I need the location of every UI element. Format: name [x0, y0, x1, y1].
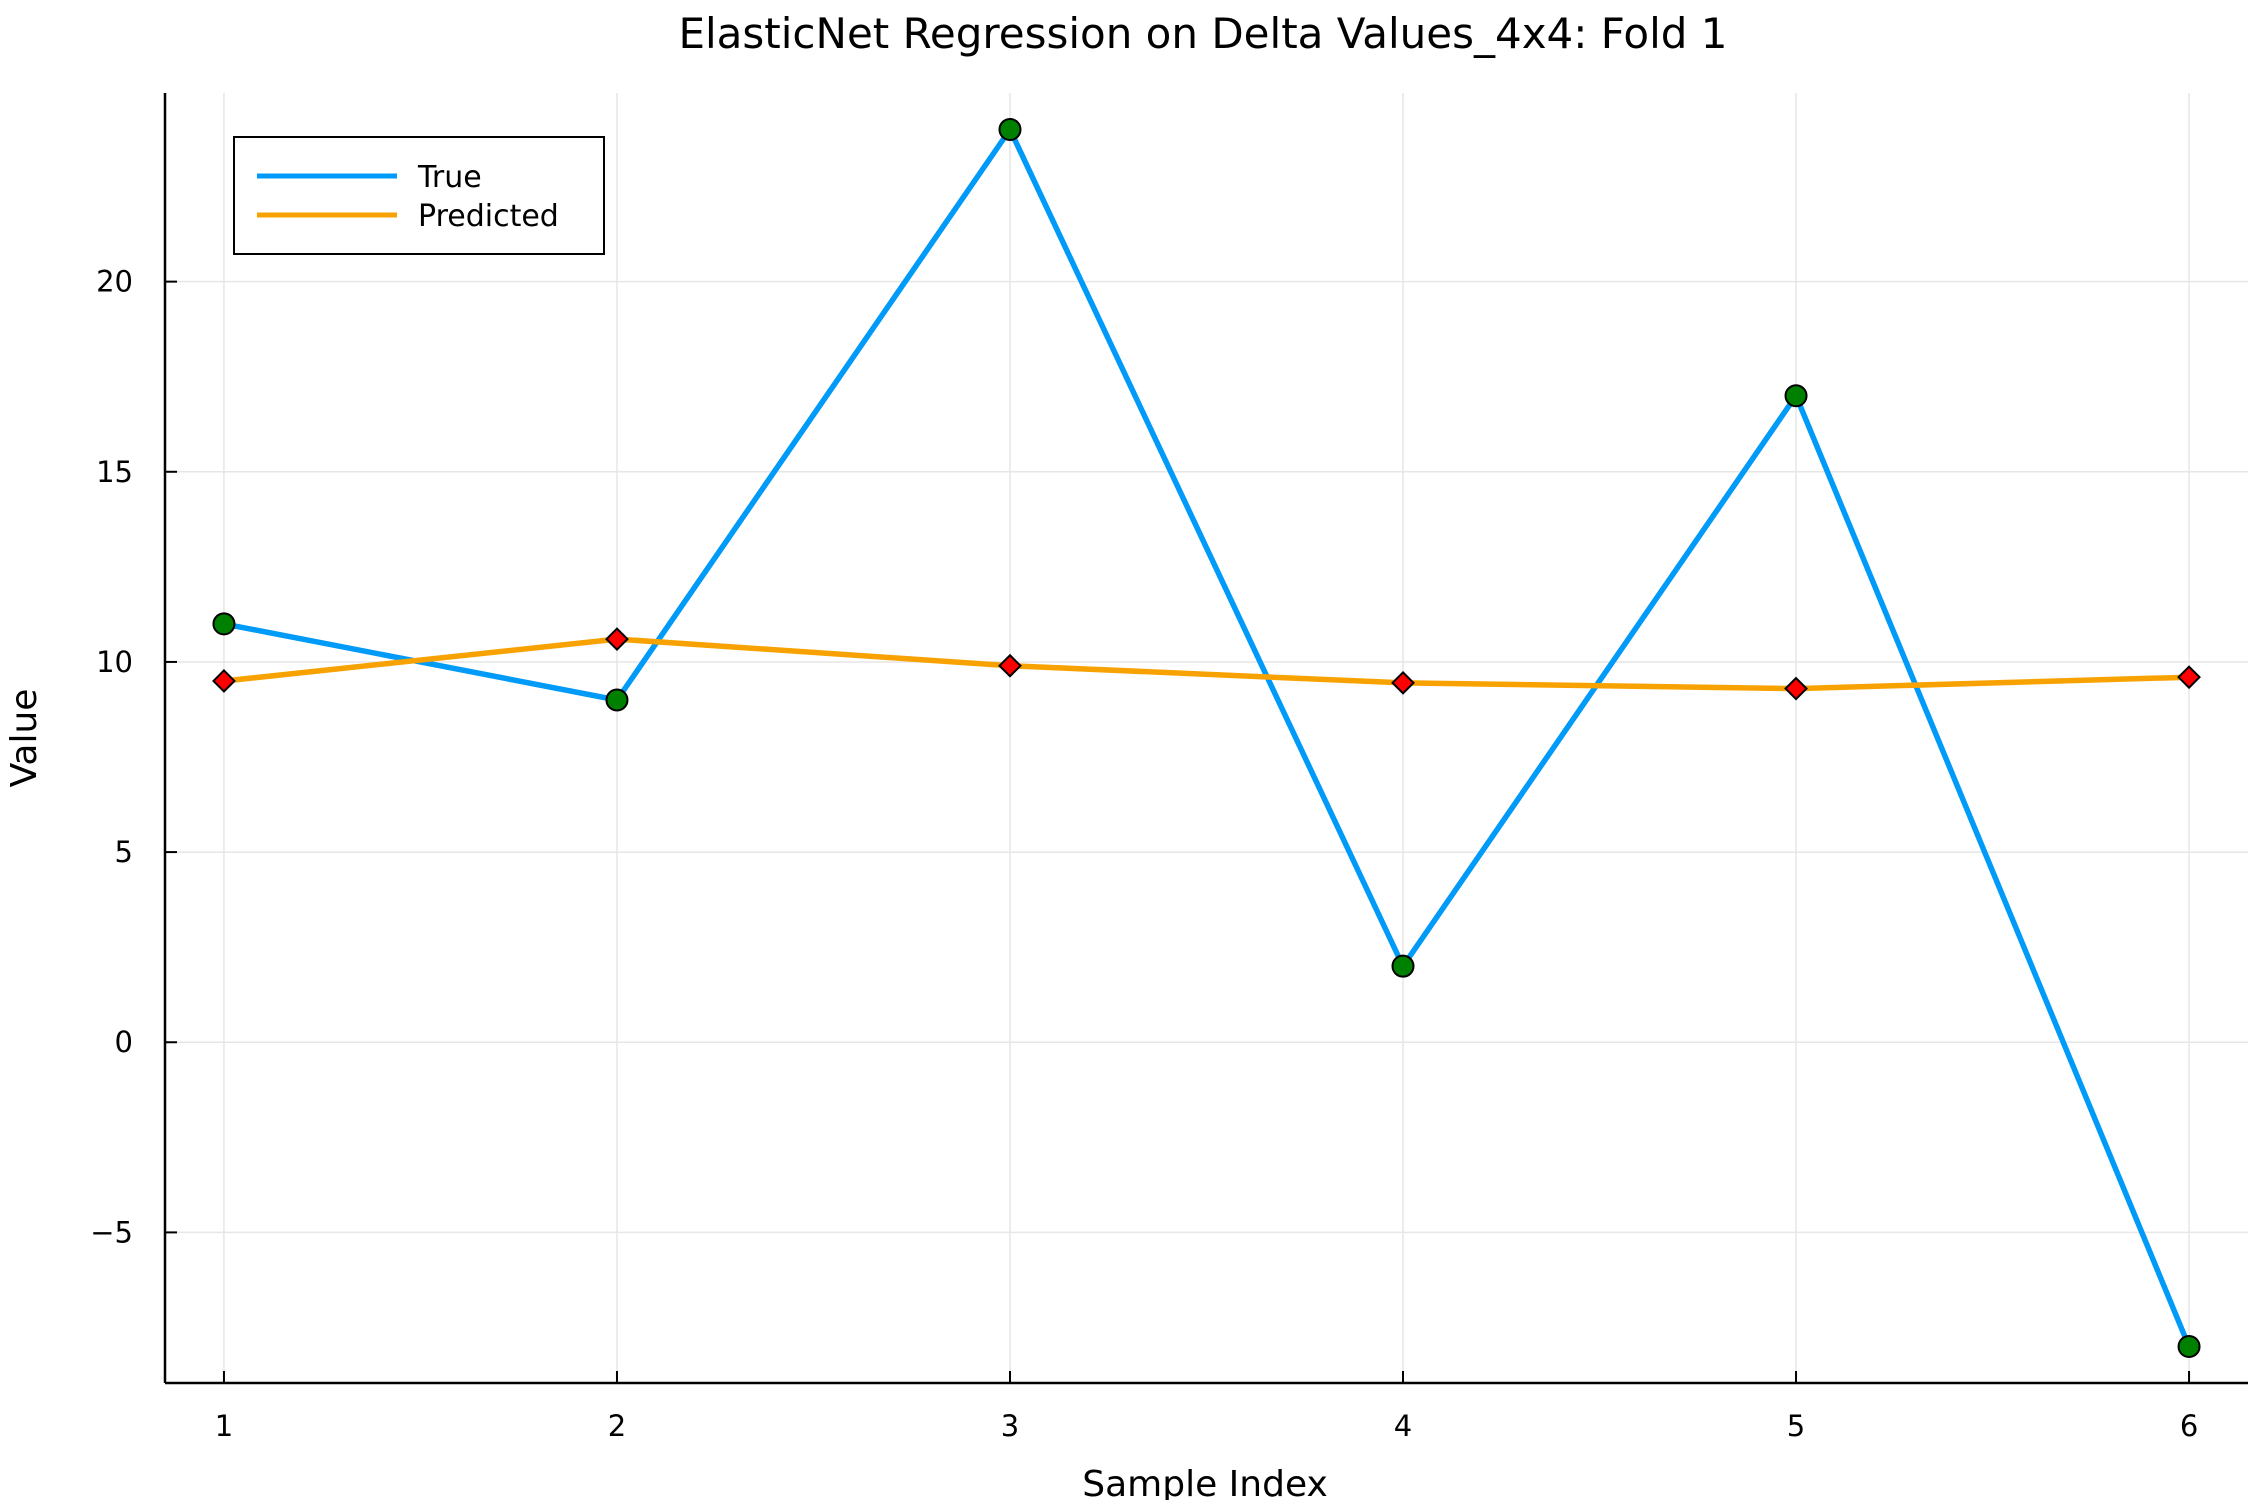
y-tick-label: 20	[96, 265, 133, 299]
y-tick-label: 15	[96, 455, 133, 489]
legend-label-predicted: Predicted	[418, 199, 559, 234]
data-point-predicted	[2177, 665, 2201, 690]
x-tick-label: 4	[1394, 1409, 1412, 1443]
data-point-predicted	[1391, 670, 1415, 695]
data-point-true	[1784, 384, 1808, 408]
series-line-predicted	[223, 636, 2190, 692]
chart-title: ElasticNet Regression on Delta Values_4x…	[678, 9, 1727, 58]
legend: True Predicted	[233, 136, 605, 255]
data-point-predicted	[1784, 676, 1808, 701]
x-ticks: 1 2 3 4 5 6	[215, 1371, 2198, 1443]
y-ticks: −5 0 5 10 15 20	[90, 265, 177, 1249]
x-tick-label: 2	[608, 1409, 626, 1443]
data-point-true	[2177, 1334, 2201, 1358]
data-point-predicted	[998, 653, 1022, 678]
y-tick-label: 0	[115, 1025, 133, 1059]
x-tick-label: 6	[2180, 1409, 2198, 1443]
data-point-predicted	[212, 669, 236, 693]
x-axis-label: Sample Index	[1082, 1464, 1328, 1500]
y-tick-label: −5	[90, 1215, 133, 1249]
legend-box	[233, 136, 605, 255]
data-point-predicted	[605, 627, 629, 652]
axes	[163, 93, 2248, 1385]
x-tick-label: 1	[215, 1409, 233, 1443]
data-point-true	[998, 118, 1022, 142]
data-point-true	[212, 612, 236, 636]
y-tick-label: 10	[96, 645, 133, 679]
x-tick-label: 3	[1001, 1409, 1019, 1443]
y-axis-label: Value	[4, 689, 45, 788]
legend-label-true: True	[417, 160, 482, 195]
data-point-true	[605, 688, 629, 712]
data-point-true	[1391, 954, 1415, 978]
series-line-true	[223, 126, 2192, 1348]
grid	[165, 93, 2248, 1383]
series-layer	[212, 118, 2201, 1358]
y-tick-label: 5	[115, 835, 133, 869]
x-tick-label: 5	[1787, 1409, 1805, 1443]
